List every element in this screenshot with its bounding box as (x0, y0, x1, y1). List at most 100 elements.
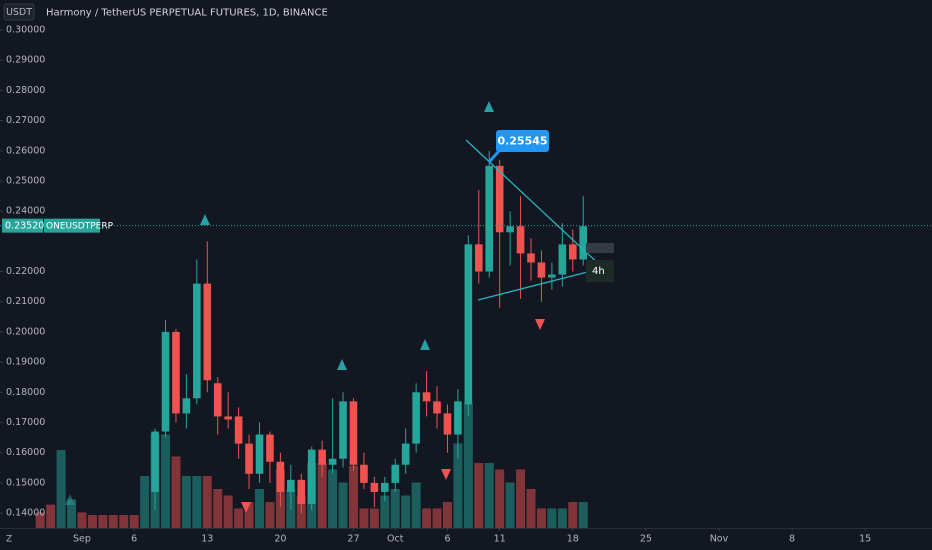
x-tick-label: 8 (789, 534, 795, 545)
candle-body (255, 434, 264, 474)
volume-bar (161, 434, 171, 528)
callout-box (496, 130, 549, 152)
x-tick-label: Sep (73, 534, 91, 545)
candle-body (266, 434, 274, 462)
volume-bar (223, 495, 233, 528)
candle-body (182, 398, 191, 414)
volume-bar (56, 450, 66, 528)
x-tick-label: 11 (494, 534, 506, 545)
volume-bar (463, 403, 473, 528)
volume-bar (234, 508, 244, 528)
volume-bar (401, 495, 411, 528)
x-tick-label: 18 (567, 534, 579, 545)
volume-bar (317, 463, 327, 528)
candle-body (579, 226, 588, 260)
volume-bar (505, 482, 515, 528)
volume-bar (254, 489, 264, 528)
signal-down (441, 469, 451, 480)
y-tick-label: 0.21000 (6, 296, 45, 307)
candle-body (412, 392, 420, 444)
volume-bar (244, 502, 254, 528)
volume-bar (359, 508, 369, 528)
chart-title: Harmony / TetherUS PERPETUAL FUTURES, 1D… (46, 8, 328, 19)
y-tick-label: 0.26000 (6, 145, 45, 156)
volume-bar (98, 515, 108, 528)
y-tick-label: 0.29000 (6, 55, 45, 66)
volume-bar (67, 499, 77, 528)
signal-up (484, 101, 494, 112)
x-axis: Sep 6 13 20 27 Oct 6 11 18 25 Nov 8 15 (73, 528, 871, 545)
candle-body (370, 482, 379, 492)
callout-label: 0.25545 (497, 135, 547, 148)
volume-bar (192, 476, 202, 528)
candle-body (172, 331, 180, 414)
volume-bar (328, 469, 338, 528)
y-tick-label: 0.14000 (6, 508, 45, 519)
candle-body (422, 392, 431, 402)
x-axis-band (0, 528, 932, 550)
y-tick-label: 0.20000 (6, 326, 45, 337)
candle-body (516, 226, 525, 254)
volume-bar (213, 489, 223, 528)
candle-body (276, 461, 285, 492)
x-tick-label: 6 (131, 534, 137, 545)
volume-bar (568, 502, 578, 528)
volume-bar (181, 476, 191, 528)
volume-bar (453, 443, 463, 528)
volume-bar (119, 515, 129, 528)
symbol-box (44, 218, 100, 233)
symbol-label: ONEUSDTPERP (46, 222, 114, 232)
y-tick-label: 0.16000 (6, 447, 45, 458)
x-tick-label: 15 (859, 534, 871, 545)
last-price-box (2, 218, 43, 233)
candle-body (433, 401, 441, 414)
axes: 0.14000 0.15000 0.16000 0.17000 0.18000 0.190… (0, 25, 932, 519)
candle-body (307, 449, 316, 504)
currency-box (3, 3, 35, 21)
candle-body (234, 416, 243, 444)
x-tick-label: 25 (640, 534, 652, 545)
candle-body (297, 479, 306, 504)
y-tick-label: 0.15000 (6, 477, 45, 488)
candle-body (495, 165, 504, 233)
last-price-label: 0.23520 (5, 221, 44, 232)
volume-bar (108, 515, 118, 528)
volume-bar (265, 502, 275, 528)
candle-body (506, 226, 514, 233)
candle-body (245, 443, 253, 474)
volume-bar (46, 504, 56, 528)
y-tick-label: 0.19000 (6, 357, 45, 368)
volume-bar (578, 502, 588, 528)
candle-body (193, 283, 201, 399)
volume-bar (87, 515, 97, 528)
candle-body (224, 416, 232, 420)
volume-bar (369, 508, 379, 528)
volume-bar (547, 508, 557, 528)
candle-body (318, 449, 326, 465)
x-tick-label: 13 (201, 534, 213, 545)
candle-body (339, 401, 347, 459)
y-tick-label: 0.28000 (6, 85, 45, 96)
volume-bar (536, 508, 546, 528)
volume-bar (77, 512, 87, 528)
range-box (586, 260, 614, 282)
corner-icon: Z (6, 535, 12, 545)
candle-body (203, 283, 212, 381)
y-tick-label: 0.18000 (6, 387, 45, 398)
candle-body (464, 244, 473, 405)
volume-bar (171, 456, 181, 528)
volume-bar (484, 463, 494, 528)
candle-body (568, 244, 577, 260)
x-tick-label: 6 (444, 534, 450, 545)
candle-body (287, 479, 295, 492)
candle-body (360, 464, 368, 483)
candle-layer (151, 150, 588, 514)
candle-body (391, 464, 400, 483)
range-box (586, 243, 614, 253)
x-tick-label: Oct (387, 534, 404, 545)
candle-body (527, 253, 535, 263)
y-tick-label: 0.30000 (6, 25, 45, 36)
currency: USDT (6, 7, 32, 18)
signal-down (535, 319, 545, 330)
